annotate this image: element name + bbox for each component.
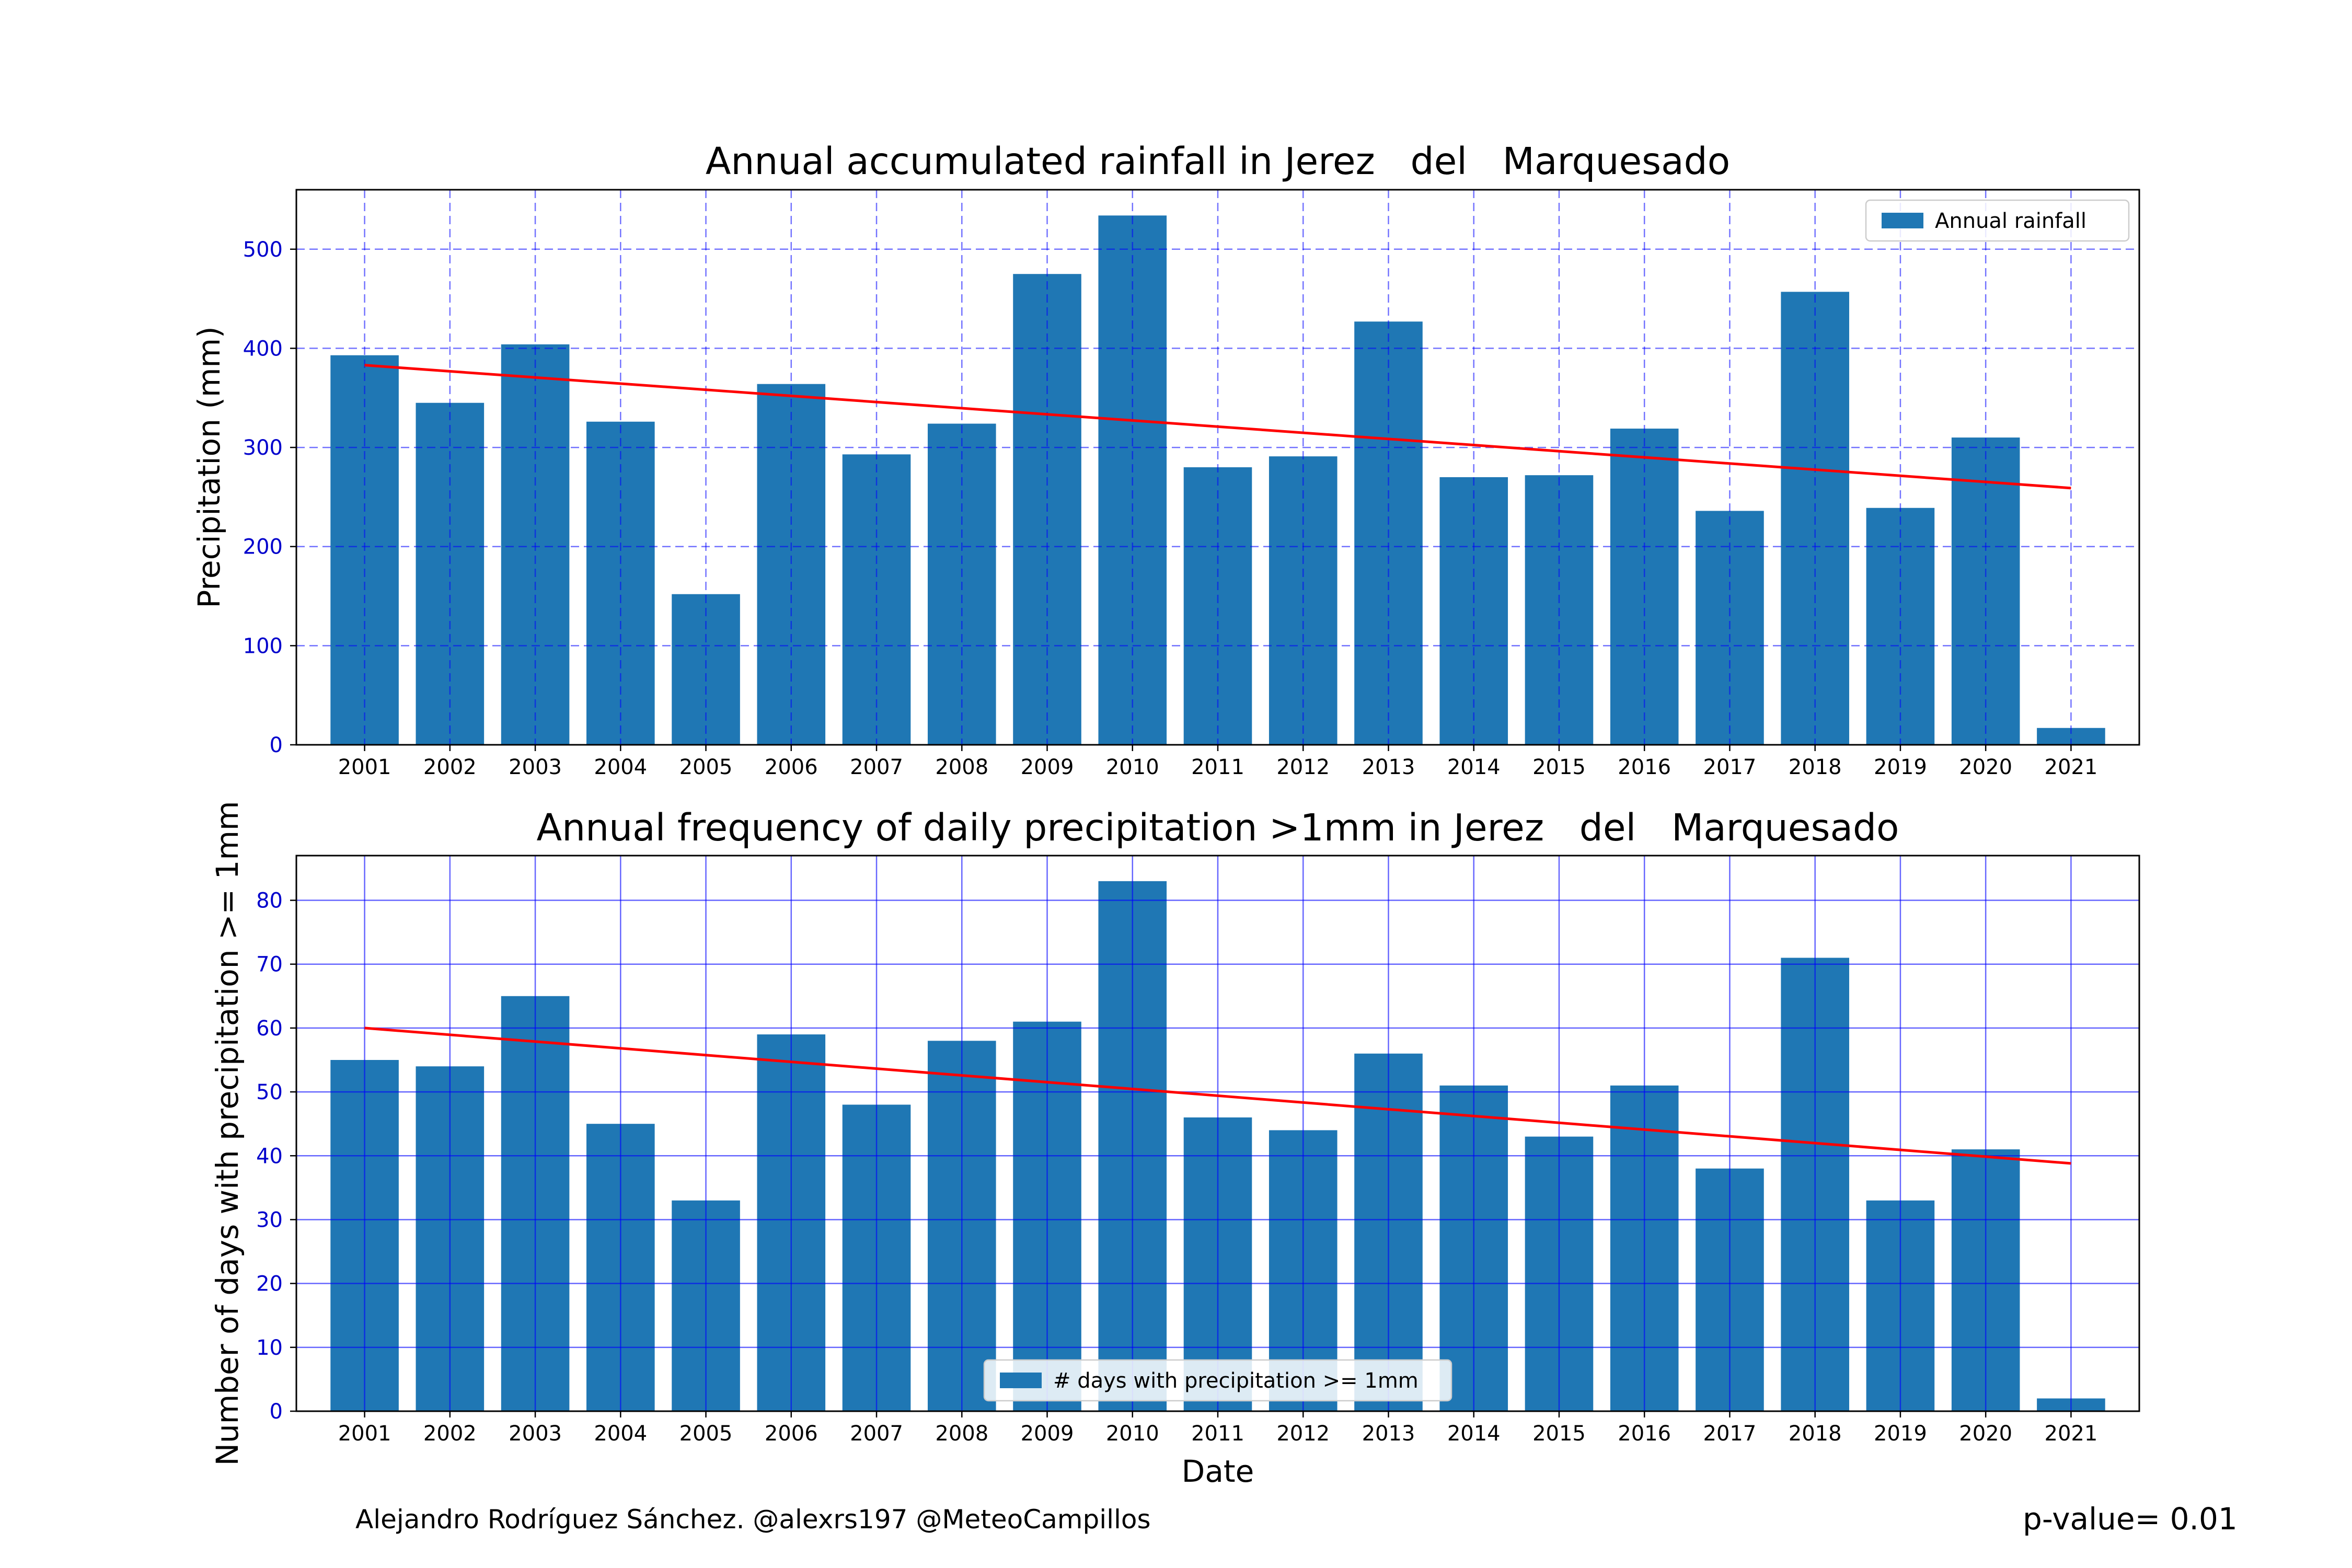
x-tick-label: 2004 [594,755,647,779]
y-tick-label: 40 [256,1144,283,1168]
legend-swatch [1000,1373,1042,1388]
p-value-label: p-value= 0.01 [2023,1501,2238,1537]
precipitation-days-chart: 2001 2002 2003 2004 2005 2006 2007 2008 2009 2010… [210,801,2140,1489]
y-tick-label: 500 [243,238,283,262]
x-tick-label: 2010 [1106,1422,1159,1446]
x-tick-label: 2015 [1532,1422,1586,1446]
legend-label: Annual rainfall [1935,209,2086,233]
y-tick-label: 30 [256,1208,283,1232]
x-tick-label: 2015 [1532,755,1586,779]
x-tick-label: 2019 [1874,755,1927,779]
x-tick-label: 2009 [1021,755,1074,779]
x-tick-label: 2006 [765,755,818,779]
x-tick-label: 2017 [1703,755,1757,779]
y-tick-label: 400 [243,337,283,361]
trend-line [364,364,2071,490]
x-tick-label: 2021 [2045,755,2098,779]
legend-box [1865,199,2130,242]
x-tick-label: 2005 [679,1422,733,1446]
x-tick-label: 2012 [1276,755,1330,779]
x-tick-label: 2020 [1959,755,2012,779]
x-tick-label: 2007 [850,1422,903,1446]
y-tick-label: 60 [256,1017,283,1041]
trend-line [364,1027,2071,1165]
x-tick-label: 2005 [679,755,733,779]
x-tick-label: 2001 [338,1422,391,1446]
x-tick-label: 2019 [1874,1422,1927,1446]
x-tick-label: 2016 [1618,755,1671,779]
y-tick-label: 100 [243,634,283,658]
y-tick-label: 0 [270,1400,283,1424]
x-tick-label: 2016 [1618,1422,1671,1446]
x-tick-label: 2012 [1276,1422,1330,1446]
x-tick-label: 2007 [850,755,903,779]
x-tick-label: 2017 [1703,1422,1757,1446]
x-tick-label: 2003 [509,755,562,779]
y-tick-label: 300 [243,436,283,460]
chart-title: Annual frequency of daily precipitation … [537,806,1899,849]
legend-box [983,1359,1452,1402]
bar-2005 [672,594,740,745]
x-tick-label: 2002 [423,1422,477,1446]
x-tick-label: 2021 [2045,1422,2098,1446]
y-tick-label: 50 [256,1080,283,1104]
rainfall-chart: 2001 2002 2003 2004 2005 2006 2007 2008 2009 2010… [191,140,2140,779]
x-tick-label: 2010 [1106,755,1159,779]
x-tick-label: 2013 [1362,755,1415,779]
x-tick-label: 2018 [1789,1422,1842,1446]
bar-2011 [1183,467,1252,745]
x-axis-label: Date [1182,1454,1254,1489]
x-tick-label: 2013 [1362,1422,1415,1446]
x-tick-label: 2002 [423,755,477,779]
y-tick-label: 20 [256,1272,283,1296]
legend-label: # days with precipitation >= 1mm [1053,1369,1419,1393]
x-tick-label: 2009 [1021,1422,1074,1446]
x-tick-label: 2020 [1959,1422,2012,1446]
x-tick-label: 2003 [509,1422,562,1446]
x-tick-label: 2014 [1447,755,1501,779]
y-axis-label: Precipitation (mm) [191,326,227,608]
x-tick-label: 2008 [935,1422,988,1446]
y-tick-label: 80 [256,889,283,913]
y-tick-label: 10 [256,1336,283,1360]
y-tick-label: 70 [256,953,283,977]
x-tick-label: 2006 [765,1422,818,1446]
x-tick-label: 2004 [594,1422,647,1446]
chart-title: Annual accumulated rainfall in Jerez del… [706,140,1730,183]
y-axis-label: Number of days with precipitation >= 1mm [210,801,245,1466]
x-tick-label: 2014 [1447,1422,1501,1446]
y-tick-label: 0 [270,733,283,757]
x-tick-label: 2008 [935,755,988,779]
legend: # days with precipitation >= 1mm [983,1359,1452,1402]
author-credit: Alejandro Rodríguez Sánchez. @alexrs197 … [355,1504,1151,1535]
x-tick-label: 2001 [338,755,391,779]
x-tick-label: 2018 [1789,755,1842,779]
x-tick-label: 2011 [1191,1422,1244,1446]
legend: Annual rainfall [1865,199,2130,242]
x-tick-label: 2011 [1191,755,1244,779]
y-tick-label: 200 [243,535,283,559]
legend-swatch [1882,213,1923,228]
